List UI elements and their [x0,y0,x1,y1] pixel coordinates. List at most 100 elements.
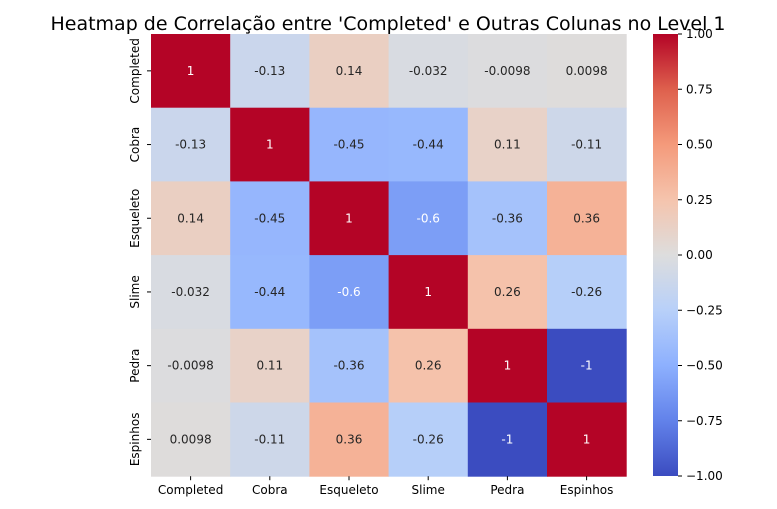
cell-value-label: 1 [504,359,512,373]
colorbar: 1.00 0.75 0.50 0.25 0.00 −0.25 −0.50 −0.75 −1.00 [653,27,723,483]
cell-value-label: -1 [501,432,513,446]
colorbar-tick-label: −0.25 [686,303,723,317]
cell-value-label: 1 [187,64,195,78]
cell-value-label: -0.44 [254,285,285,299]
heatmap-cell [309,34,390,109]
y-tick-label: Espinhos [128,413,142,467]
heatmap-cell [230,181,310,256]
x-tick-label: Completed [158,483,223,497]
cell-value-label: -0.0098 [167,359,213,373]
colorbar-tick-label: 0.25 [686,193,713,207]
y-tick-label: Pedra [128,349,142,383]
heatmap-cell [467,255,548,330]
colorbar-tick-label: −1.00 [686,469,723,483]
heatmap-cell [309,328,390,403]
heatmap-cell [230,34,310,109]
heatmap-cell [547,107,627,182]
cell-value-label: -0.44 [413,138,444,152]
cell-value-label: -0.36 [333,359,364,373]
heatmap-cell [547,34,627,109]
heatmap-cell [547,255,627,330]
cell-value-label: -1 [581,359,593,373]
y-tick-label: Esqueleto [128,189,142,248]
heatmap-cell [309,181,390,256]
x-tick-label: Espinhos [560,483,614,497]
x-tick-label: Pedra [490,483,524,497]
cell-value-label: 0.14 [336,64,363,78]
cell-value-label: -0.11 [254,432,285,446]
cell-value-label: -0.13 [175,138,206,152]
x-tick-label: Slime [412,483,445,497]
heatmap-cell [309,255,390,330]
cell-value-label: 0.14 [177,211,204,225]
cell-value-label: -0.0098 [484,64,530,78]
chart-title: Heatmap de Correlação entre 'Completed' … [50,13,725,35]
y-tick-label: Cobra [128,127,142,163]
heatmap-cell [467,181,548,256]
cell-value-label: -0.45 [254,211,285,225]
colorbar-tick-label: −0.50 [686,359,723,373]
heatmap-cell [547,328,627,403]
heatmap-cell [230,402,310,477]
cell-value-label: -0.36 [492,211,523,225]
colorbar-tick-label: 0.00 [686,248,713,262]
heatmap-cell [309,107,390,182]
x-tick-label: Esqueleto [319,483,378,497]
heatmap-cell [388,255,469,330]
heatmap-cell [547,181,627,256]
cell-value-label: -0.45 [333,138,364,152]
heatmap-cell [151,181,231,256]
heatmap-cell [388,402,469,477]
heatmap-cell [151,34,231,109]
cell-value-label: -0.26 [413,432,444,446]
cell-value-label: 0.26 [494,285,521,299]
y-tick-label: Slime [128,275,142,308]
cell-value-label: 0.0098 [170,432,212,446]
heatmap-cell [151,402,231,477]
heatmap-cell [151,328,231,403]
cell-value-label: -0.11 [571,138,602,152]
heatmap-cell [388,107,469,182]
heatmap-cell [547,402,627,477]
cell-value-label: 1 [583,432,591,446]
heatmap-cell [309,402,390,477]
cell-value-label: 0.36 [336,432,363,446]
colorbar-gradient [653,34,678,476]
colorbar-tick-label: 1.00 [686,27,713,41]
heatmap-cell [230,255,310,330]
y-axis-ticks: Completed Cobra Esqueleto Slime Pedra Espinho… [128,38,151,466]
cell-value-label: 1 [266,138,274,152]
heatmap-cell [467,328,548,403]
heatmap-cell [467,402,548,477]
cell-value-label: -0.032 [171,285,210,299]
heatmap-cell [151,107,231,182]
cell-value-label: 1 [345,211,353,225]
colorbar-tick-label: −0.75 [686,414,723,428]
heatmap-cell [151,255,231,330]
cell-value-label: 0.36 [573,211,600,225]
colorbar-tick-label: 0.75 [686,82,713,96]
heatmap-cells: 1 -0.13 0.14 -0.032 -0.0098 0.0098 -0.13 1 -0.45… [151,34,627,477]
cell-value-label: -0.26 [571,285,602,299]
heatmap-cell [467,34,548,109]
heatmap-cell [467,107,548,182]
x-axis-ticks: Completed Cobra Esqueleto Slime Pedra Espinho… [158,476,614,497]
cell-value-label: 1 [424,285,432,299]
x-tick-label: Cobra [252,483,288,497]
cell-value-label: 0.26 [415,359,442,373]
heatmap-cell [230,107,310,182]
colorbar-tick-label: 0.50 [686,138,713,152]
cell-value-label: -0.6 [337,285,360,299]
y-tick-label: Completed [128,38,142,103]
heatmap-cell [388,34,469,109]
cell-value-label: 0.11 [494,138,521,152]
cell-value-label: -0.6 [416,211,439,225]
cell-value-label: -0.032 [409,64,448,78]
heatmap-cell [230,328,310,403]
heatmap-cell [388,181,469,256]
cell-value-label: 0.11 [256,359,283,373]
heatmap-cell [388,328,469,403]
cell-value-label: -0.13 [254,64,285,78]
cell-value-label: 0.0098 [566,64,608,78]
